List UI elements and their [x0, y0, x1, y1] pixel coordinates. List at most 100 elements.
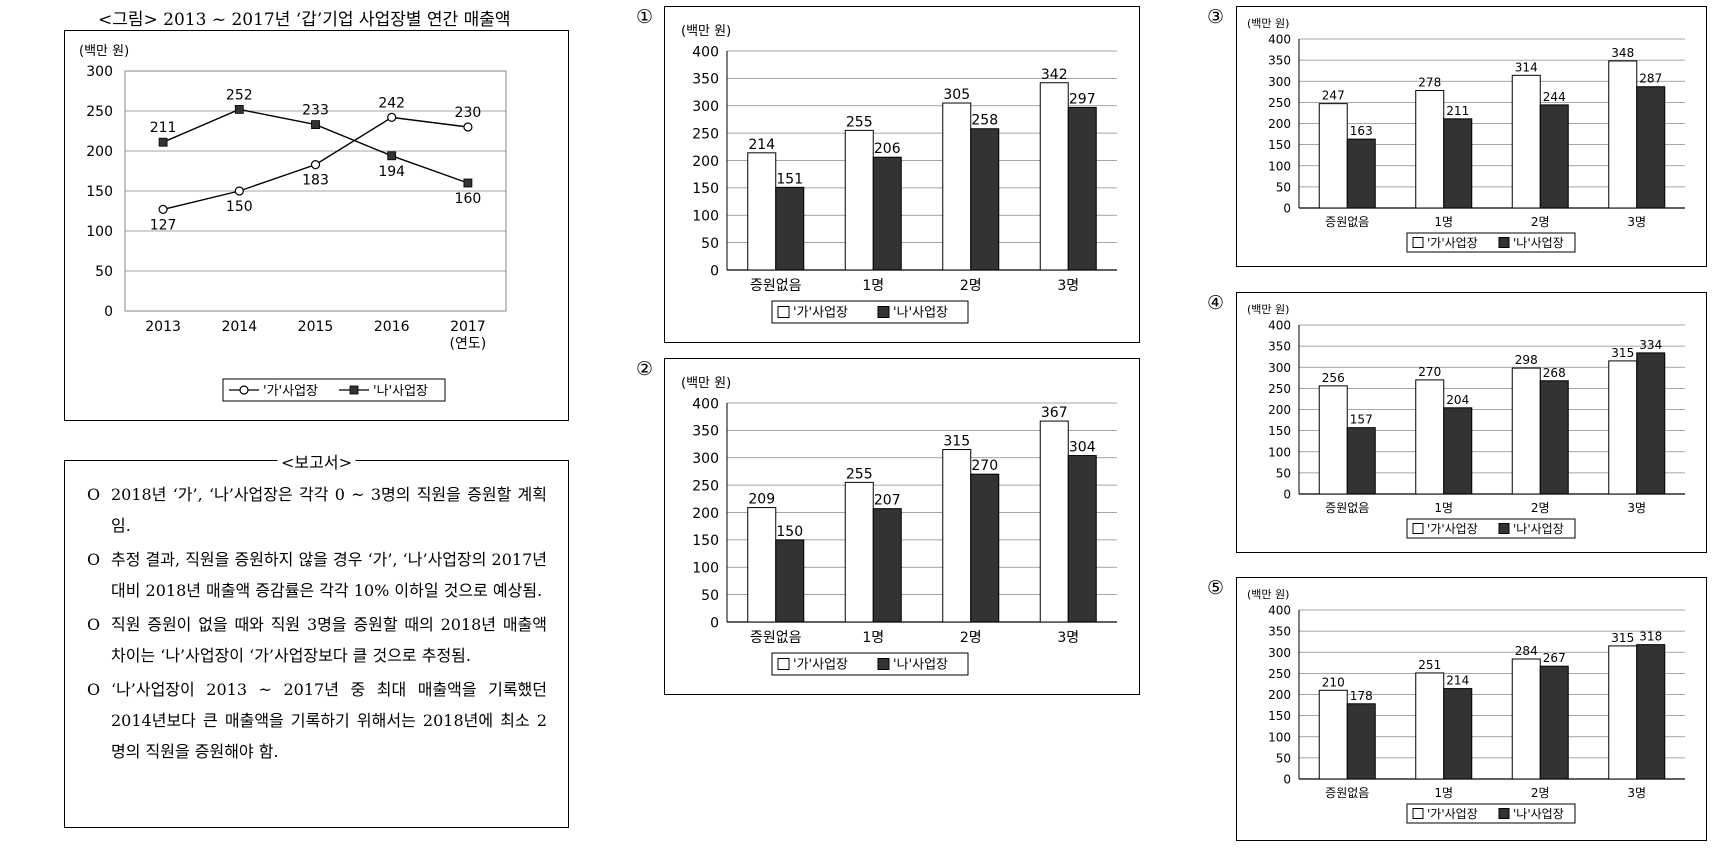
data-label: 298: [1515, 353, 1538, 367]
x-tick-label: 2014: [221, 319, 257, 335]
option-chart-2: (백만 원) 0 50 100 150 200 250 300 350 400 증원없음 209 150…: [664, 358, 1140, 695]
data-label: 318: [1639, 630, 1662, 644]
y-tick-label: 50: [1276, 751, 1291, 765]
data-label: 348: [1611, 46, 1634, 60]
report-list: O 2018년 ‘가’, ‘나’사업장은 각각 0 ~ 3명의 직원을 증원할 …: [85, 479, 547, 770]
y-tick-label: 250: [1268, 96, 1291, 110]
y-tick-label: 250: [86, 104, 113, 120]
y-tick-label: 50: [701, 588, 719, 604]
legend-swatch: [1498, 523, 1510, 534]
y-tick-label: 0: [710, 615, 719, 631]
figure-title: <그림> 2013 ~ 2017년 ‘갑’기업 사업장별 연간 매출액: [98, 10, 511, 30]
data-label: 251: [1418, 658, 1441, 672]
option-label-1[interactable]: ①: [636, 6, 654, 28]
data-label: 233: [302, 103, 329, 119]
bar: [1636, 352, 1666, 495]
data-label: 270: [971, 458, 998, 474]
unit-label: (백만 원): [1247, 17, 1289, 30]
data-label: 211: [1446, 104, 1469, 118]
y-tick-label: 50: [1276, 466, 1291, 480]
report-item: O ‘나’사업장이 2013 ~ 2017년 중 최대 매출액을 기록했던 20…: [85, 674, 547, 767]
data-point: [311, 120, 320, 129]
y-tick-label: 200: [1268, 403, 1291, 417]
option-chart-5: (백만 원) 0 50 100 150 200 250 300 350 400 증원없음 210 178…: [1236, 577, 1707, 841]
legend: [1406, 232, 1576, 253]
data-label: 242: [378, 95, 405, 111]
report-item: O 2018년 ‘가’, ‘나’사업장은 각각 0 ~ 3명의 직원을 증원할 …: [85, 479, 547, 541]
legend: [771, 652, 969, 676]
x-tick-label: 1명: [1434, 501, 1453, 515]
data-label: 334: [1639, 338, 1662, 352]
data-point: [387, 112, 397, 123]
x-tick-label: 증원없음: [1325, 215, 1369, 229]
data-label: 244: [1543, 90, 1566, 104]
legend-label: '가'사업장: [263, 384, 318, 399]
data-point: [158, 137, 168, 147]
bar: [775, 539, 805, 623]
data-label: 278: [1418, 76, 1441, 90]
bar: [1511, 367, 1541, 495]
bar: [1511, 658, 1541, 780]
option-chart-4-svg: (백만 원) 0 50 100 150 200 250 300 350 400 증원없음 256 157…: [1247, 303, 1685, 539]
report-item-text: ‘나’사업장이 2013 ~ 2017년 중 최대 매출액을 기록했던 2014…: [111, 680, 547, 761]
y-tick-label: 200: [692, 154, 719, 170]
y-tick-label: 300: [1268, 361, 1291, 375]
report-item-text: 추정 결과, 직원을 증원하지 않을 경우 ‘가’, ‘나’사업장의 2017년…: [111, 550, 547, 600]
bar: [1415, 90, 1445, 209]
legend-label: '가'사업장: [1427, 236, 1478, 250]
data-label: 207: [874, 493, 901, 509]
unit-label: (백만 원): [681, 376, 731, 391]
data-label: 204: [1446, 393, 1469, 407]
legend-label: '나'사업장: [373, 384, 428, 399]
bar: [1539, 665, 1569, 780]
legend-label: '가'사업장: [793, 306, 848, 321]
x-tick-label: 증원없음: [750, 630, 802, 646]
y-tick-label: 300: [1268, 75, 1291, 89]
option-chart-2-svg: (백만 원)050100150200250300350400증원없음209150…: [681, 376, 1117, 676]
legend-swatch: [1412, 237, 1424, 248]
y-tick-label: 200: [1268, 688, 1291, 702]
y-tick-label: 100: [692, 561, 719, 577]
y-tick-label: 250: [692, 126, 719, 142]
bar: [1067, 455, 1097, 623]
bar: [1608, 645, 1638, 780]
bar: [1039, 82, 1069, 271]
x-tick-label: 2명: [1531, 215, 1550, 229]
x-tick-label: 3명: [1627, 501, 1646, 515]
data-label: 367: [1041, 405, 1068, 421]
option-chart-1-svg: (백만 원) 0 50 100 150 200 250 300 350 400 증원없음 214 151…: [681, 24, 1117, 324]
y-tick-label: 400: [692, 44, 719, 60]
option-label-5[interactable]: ⑤: [1207, 577, 1225, 599]
x-tick-label: 2명: [960, 278, 982, 294]
data-label: 206: [874, 141, 901, 157]
x-tick-label: 2명: [1531, 501, 1550, 515]
y-tick-label: 250: [692, 478, 719, 494]
bar: [1346, 138, 1376, 209]
bar: [1539, 104, 1569, 209]
data-label: 315: [943, 434, 970, 450]
bar: [775, 186, 805, 271]
bar: [844, 481, 874, 623]
x-tick-label: 1명: [862, 278, 884, 294]
data-point: [158, 204, 168, 214]
data-label: 304: [1069, 440, 1096, 456]
data-point: [234, 105, 244, 114]
y-tick-label: 250: [1268, 667, 1291, 681]
legend-label: '가'사업장: [1427, 807, 1478, 821]
y-tick-label: 0: [1283, 773, 1291, 787]
option-label-3[interactable]: ③: [1207, 6, 1225, 28]
y-tick-label: 350: [1268, 625, 1291, 639]
option-label-4[interactable]: ④: [1207, 292, 1225, 314]
bar: [1636, 86, 1666, 209]
legend-swatch: [777, 306, 790, 318]
x-tick-label: 증원없음: [1325, 501, 1369, 515]
y-tick-label: 400: [692, 396, 719, 412]
legend-swatch: [777, 658, 790, 670]
y-tick-label: 300: [1268, 646, 1291, 660]
plot-area: [124, 70, 507, 312]
option-label-2[interactable]: ②: [636, 358, 654, 380]
data-point: [234, 186, 244, 196]
legend-swatch: [877, 306, 890, 318]
bar: [844, 129, 874, 271]
bar: [1539, 380, 1569, 495]
